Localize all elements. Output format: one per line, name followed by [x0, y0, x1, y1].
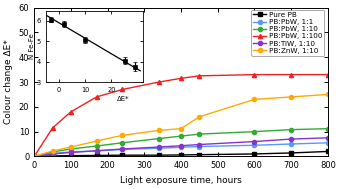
PB:TiW, 1:10: [120, 148, 124, 150]
Pure PB: [95, 154, 99, 156]
PB:ZnW, 1:10: [95, 140, 99, 142]
PB:PbW, 1:1: [51, 152, 55, 155]
PB:PbW, 1:10: [197, 133, 201, 135]
Pure PB: [179, 154, 183, 156]
PB:PbW, 1:100: [197, 75, 201, 77]
Line: PB:TiW, 1:10: PB:TiW, 1:10: [32, 136, 330, 159]
PB:PbW, 1:1: [69, 151, 73, 153]
PB:PbW, 1:100: [252, 74, 256, 76]
PB:PbW, 1:100: [51, 127, 55, 129]
PB:TiW, 1:10: [179, 145, 183, 147]
Legend: Pure PB, PB:PbW, 1:1, PB:PbW, 1:10, PB:PbW, 1:100, PB:TiW, 1:10, PB:ZnW, 1:10: Pure PB, PB:PbW, 1:1, PB:PbW, 1:10, PB:P…: [251, 10, 324, 56]
PB:TiW, 1:10: [95, 149, 99, 152]
PB:ZnW, 1:10: [326, 93, 330, 96]
PB:PbW, 1:10: [32, 155, 36, 158]
PB:PbW, 1:1: [252, 144, 256, 146]
Line: PB:ZnW, 1:10: PB:ZnW, 1:10: [32, 92, 330, 159]
PB:PbW, 1:10: [69, 148, 73, 150]
Y-axis label: Colour change ΔE*: Colour change ΔE*: [4, 40, 13, 124]
PB:TiW, 1:10: [69, 151, 73, 154]
PB:PbW, 1:100: [179, 77, 183, 79]
PB:TiW, 1:10: [252, 140, 256, 143]
Line: Pure PB: Pure PB: [32, 149, 330, 159]
PB:PbW, 1:10: [252, 130, 256, 133]
PB:ZnW, 1:10: [51, 150, 55, 152]
PB:ZnW, 1:10: [252, 98, 256, 101]
Pure PB: [51, 155, 55, 157]
PB:PbW, 1:10: [326, 128, 330, 130]
Line: PB:PbW, 1:1: PB:PbW, 1:1: [32, 141, 330, 159]
PB:TiW, 1:10: [157, 146, 161, 148]
PB:PbW, 1:100: [289, 74, 293, 76]
PB:TiW, 1:10: [51, 153, 55, 155]
Pure PB: [197, 153, 201, 156]
PB:ZnW, 1:10: [289, 96, 293, 98]
PB:PbW, 1:1: [120, 148, 124, 151]
PB:PbW, 1:1: [289, 143, 293, 145]
PB:PbW, 1:10: [95, 145, 99, 147]
PB:PbW, 1:100: [32, 155, 36, 158]
PB:PbW, 1:100: [69, 111, 73, 113]
PB:ZnW, 1:10: [197, 116, 201, 118]
Line: PB:PbW, 1:10: PB:PbW, 1:10: [32, 127, 330, 159]
PB:PbW, 1:100: [326, 74, 330, 76]
PB:PbW, 1:1: [95, 150, 99, 152]
PB:PbW, 1:1: [32, 155, 36, 158]
PB:PbW, 1:10: [157, 137, 161, 140]
PB:ZnW, 1:10: [179, 128, 183, 130]
PB:ZnW, 1:10: [157, 129, 161, 132]
PB:PbW, 1:100: [157, 81, 161, 83]
PB:ZnW, 1:10: [32, 155, 36, 158]
PB:PbW, 1:1: [326, 142, 330, 144]
PB:PbW, 1:10: [289, 129, 293, 131]
PB:PbW, 1:10: [51, 151, 55, 153]
Pure PB: [157, 154, 161, 156]
PB:TiW, 1:10: [197, 143, 201, 146]
PB:PbW, 1:100: [95, 96, 99, 98]
Pure PB: [32, 155, 36, 158]
PB:ZnW, 1:10: [120, 134, 124, 136]
PB:PbW, 1:1: [197, 145, 201, 148]
PB:PbW, 1:10: [120, 142, 124, 144]
PB:ZnW, 1:10: [69, 146, 73, 148]
PB:PbW, 1:1: [157, 147, 161, 149]
Pure PB: [326, 150, 330, 153]
PB:TiW, 1:10: [32, 155, 36, 158]
Pure PB: [289, 152, 293, 154]
PB:TiW, 1:10: [289, 138, 293, 140]
Pure PB: [252, 153, 256, 155]
Pure PB: [69, 155, 73, 157]
Line: PB:PbW, 1:100: PB:PbW, 1:100: [32, 73, 330, 159]
X-axis label: Light exposure time, hours: Light exposure time, hours: [120, 176, 242, 185]
PB:PbW, 1:10: [179, 135, 183, 137]
Pure PB: [120, 154, 124, 156]
PB:PbW, 1:100: [120, 88, 124, 91]
PB:PbW, 1:1: [179, 146, 183, 148]
PB:TiW, 1:10: [326, 137, 330, 139]
